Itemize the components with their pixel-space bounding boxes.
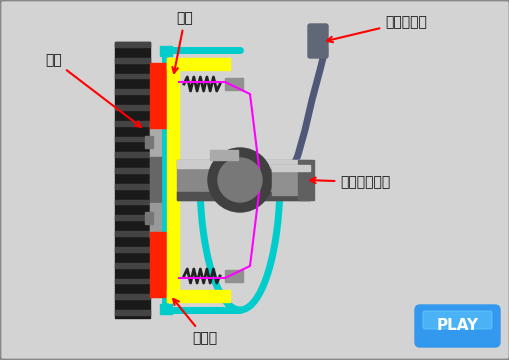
- Text: PLAY: PLAY: [436, 319, 477, 333]
- Bar: [150, 122, 167, 157]
- Bar: [115, 121, 150, 126]
- Bar: [224, 78, 242, 90]
- Bar: [145, 136, 153, 148]
- Bar: [177, 160, 309, 168]
- Text: 飛輪: 飛輪: [45, 53, 140, 127]
- Bar: [166, 58, 230, 70]
- Bar: [115, 152, 150, 157]
- Bar: [210, 150, 238, 160]
- FancyBboxPatch shape: [307, 24, 327, 58]
- Bar: [115, 42, 150, 318]
- Text: 變速箱輸入軸: 變速箱輸入軸: [309, 175, 389, 189]
- Bar: [115, 137, 150, 141]
- Text: 摩擦盤: 摩擦盤: [173, 299, 217, 345]
- Bar: [115, 168, 150, 173]
- Bar: [160, 46, 172, 56]
- Circle shape: [254, 189, 261, 195]
- FancyBboxPatch shape: [422, 311, 491, 329]
- Bar: [115, 231, 150, 236]
- Bar: [150, 122, 167, 238]
- Bar: [150, 232, 172, 297]
- Bar: [115, 184, 150, 189]
- Bar: [150, 157, 167, 203]
- Bar: [271, 165, 309, 171]
- Bar: [150, 63, 172, 128]
- Bar: [166, 290, 230, 302]
- Bar: [115, 42, 150, 47]
- Bar: [271, 165, 309, 195]
- Bar: [160, 304, 172, 314]
- Circle shape: [217, 158, 262, 202]
- Bar: [177, 160, 309, 200]
- Bar: [150, 203, 167, 238]
- Bar: [115, 89, 150, 94]
- Bar: [115, 263, 150, 267]
- Bar: [166, 58, 179, 302]
- Bar: [115, 105, 150, 110]
- Text: 離合器踏板: 離合器踏板: [326, 15, 426, 42]
- Bar: [115, 247, 150, 252]
- Bar: [297, 160, 314, 200]
- Bar: [115, 294, 150, 299]
- Bar: [224, 270, 242, 282]
- Bar: [177, 192, 309, 200]
- Bar: [115, 216, 150, 220]
- Bar: [115, 73, 150, 78]
- Bar: [115, 200, 150, 204]
- Bar: [115, 58, 150, 63]
- Text: 壓板: 壓板: [172, 11, 193, 73]
- Circle shape: [208, 148, 271, 212]
- Bar: [145, 212, 153, 224]
- FancyBboxPatch shape: [414, 305, 499, 347]
- Circle shape: [250, 185, 265, 199]
- Bar: [115, 310, 150, 315]
- Bar: [115, 279, 150, 283]
